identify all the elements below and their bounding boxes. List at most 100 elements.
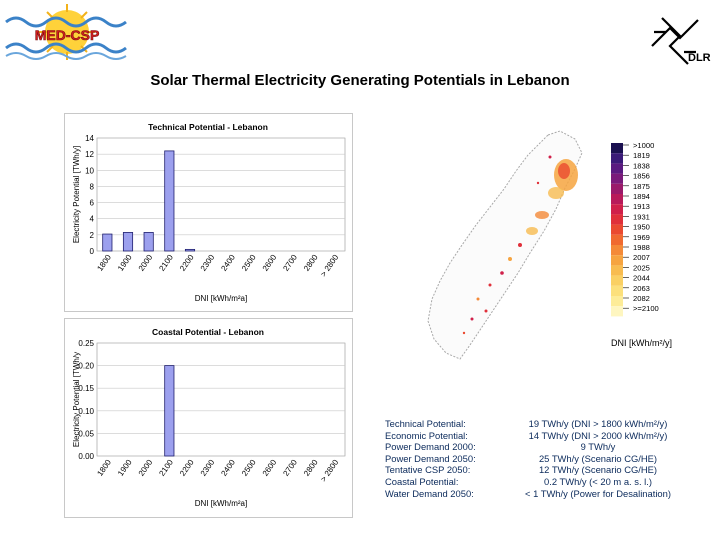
y-tick-label: 14 bbox=[85, 134, 94, 143]
legend-swatch bbox=[611, 224, 623, 235]
legend-label: >=2100 bbox=[633, 304, 659, 313]
x-tick-label: > 2800 bbox=[319, 253, 341, 279]
stat-label-demand-2000: Power Demand 2000: bbox=[385, 441, 476, 453]
stat-value-technical: 19 TWh/y (DNI > 1800 kWh/m²/y) bbox=[528, 418, 668, 429]
legend-swatch bbox=[611, 163, 623, 174]
x-tick-label: 2800 bbox=[302, 253, 320, 273]
legend-swatch bbox=[611, 306, 623, 317]
legend-label: 2007 bbox=[633, 253, 650, 262]
med-csp-logo: MED-CSP bbox=[2, 2, 132, 68]
legend-caption: DNI [kWh/m²/y] bbox=[611, 338, 672, 348]
x-tick-label: 2300 bbox=[199, 253, 217, 273]
legend-label: 2044 bbox=[633, 274, 650, 283]
legend-label: 1950 bbox=[633, 223, 650, 232]
x-tick-label: 2600 bbox=[261, 458, 279, 478]
y-tick-label: 10 bbox=[85, 166, 94, 175]
bar-2200 bbox=[184, 248, 196, 252]
x-tick-label: 2600 bbox=[261, 253, 279, 273]
dlr-logo: DLR bbox=[640, 8, 716, 68]
y-tick-label: 0.20 bbox=[78, 362, 94, 371]
x-tick-label: 2700 bbox=[281, 458, 299, 478]
chart-title: Coastal Potential - Lebanon bbox=[152, 327, 264, 337]
x-tick-label: 2100 bbox=[157, 253, 175, 273]
stat-value-demand-2050: 25 TWh/y (Scenario CG/HE) bbox=[538, 452, 658, 464]
x-tick-label: 1900 bbox=[116, 253, 134, 273]
legend-label: 2082 bbox=[633, 294, 650, 303]
x-tick-label: 2500 bbox=[240, 458, 258, 478]
dlr-emblem-icon bbox=[651, 17, 699, 65]
legend-label: 1894 bbox=[633, 192, 650, 201]
technical-potential-plot: Technical Potential - Lebanon 0 2 4 6 8 10 12 14… bbox=[72, 122, 346, 303]
dlr-text: DLR bbox=[688, 52, 711, 64]
x-axis-label: DNI [kWh/m²a] bbox=[195, 294, 247, 303]
legend-swatch bbox=[611, 285, 623, 296]
dni-hotspots bbox=[462, 155, 578, 335]
legend-label: 1875 bbox=[633, 182, 650, 191]
x-tick-label: 2800 bbox=[302, 458, 320, 478]
y-tick-label: 6 bbox=[90, 199, 95, 208]
legend-swatch bbox=[611, 143, 623, 154]
legend-swatch bbox=[611, 234, 623, 245]
page-title: Solar Thermal Electricity Generating Pot… bbox=[150, 72, 570, 89]
stat-label-tentative-csp: Tentative CSP 2050: bbox=[385, 464, 471, 476]
x-tick-label: 2400 bbox=[219, 253, 237, 273]
x-tick-label: 2500 bbox=[240, 253, 258, 273]
stat-label-economic: Economic Potential: bbox=[385, 429, 468, 441]
legend-label: 2063 bbox=[633, 284, 650, 293]
legend-swatch bbox=[611, 275, 623, 286]
legend-label: 1931 bbox=[633, 212, 650, 221]
x-tick-label: 2200 bbox=[178, 458, 196, 478]
legend-label: 1913 bbox=[633, 202, 650, 211]
y-tick-label: 12 bbox=[85, 150, 94, 159]
y-tick-label: 0.25 bbox=[78, 339, 94, 348]
legend-swatch bbox=[611, 153, 623, 164]
logo-text: MED-CSP bbox=[35, 27, 100, 43]
y-tick-label: 0.05 bbox=[78, 429, 94, 438]
legend-swatch bbox=[611, 173, 623, 184]
stat-value-economic: 14 TWh/y (DNI > 2000 kWh/m²/y) bbox=[528, 429, 668, 441]
bar-1900 bbox=[122, 232, 134, 252]
x-tick-label: 1800 bbox=[95, 253, 113, 273]
coastal-potential-plot: Coastal Potential - Lebanon 0.00 0.05 0.10 0… bbox=[72, 327, 346, 508]
stat-label-technical: Technical Potential: bbox=[385, 418, 466, 429]
stat-value-demand-2000: 9 TWh/y bbox=[580, 441, 616, 453]
legend-label: >1000 bbox=[633, 143, 654, 150]
stat-label-water-demand: Water Demand 2050: bbox=[385, 487, 474, 499]
y-tick-label: 2 bbox=[90, 231, 95, 240]
legend-swatch bbox=[611, 255, 623, 266]
x-tick-label: 2400 bbox=[219, 458, 237, 478]
bar-2100 bbox=[164, 150, 175, 252]
bar-2000 bbox=[143, 232, 154, 252]
legend-label: 1819 bbox=[633, 151, 650, 160]
stat-value-water-demand: < 1 TWh/y (Power for Desalination) bbox=[525, 487, 671, 499]
legend-swatch bbox=[611, 194, 623, 205]
legend-label: 1988 bbox=[633, 243, 650, 252]
bar-1800 bbox=[102, 233, 113, 252]
bar-2100 bbox=[164, 365, 175, 457]
x-axis-label: DNI [kWh/m²a] bbox=[195, 499, 247, 508]
stat-label-demand-2050: Power Demand 2050: bbox=[385, 452, 476, 464]
wave-icon bbox=[5, 16, 127, 60]
y-axis-label: Electricity Potential [TWh/y bbox=[72, 352, 81, 447]
legend-swatch bbox=[611, 296, 623, 307]
x-tick-label: > 2800 bbox=[319, 458, 341, 484]
y-tick-label: 8 bbox=[90, 182, 95, 191]
stat-value-coastal: 0.2 TWh/y (< 20 m a. s. l.) bbox=[544, 475, 652, 487]
legend-label: 1969 bbox=[633, 233, 650, 242]
legend-swatch bbox=[611, 214, 623, 225]
plot-area bbox=[96, 342, 346, 457]
legend-swatch bbox=[611, 245, 623, 256]
x-tick-label: 2000 bbox=[137, 253, 155, 273]
coastal-potential-chart: Coastal Potential - Lebanon 0.00 0.05 0.10 0… bbox=[64, 318, 353, 518]
legend-swatch bbox=[611, 265, 623, 276]
y-tick-label: 0.00 bbox=[78, 452, 94, 461]
y-tick-label: 0.10 bbox=[78, 407, 94, 416]
x-tick-label: 2100 bbox=[157, 458, 175, 478]
x-tick-label: 1900 bbox=[116, 458, 134, 478]
legend-swatch bbox=[611, 204, 623, 215]
x-tick-label: 2700 bbox=[281, 253, 299, 273]
y-tick-label: 0 bbox=[90, 247, 95, 256]
x-tick-label: 1800 bbox=[95, 458, 113, 478]
technical-potential-chart: Technical Potential - Lebanon 0 2 4 6 8 10 12 14… bbox=[64, 113, 353, 312]
